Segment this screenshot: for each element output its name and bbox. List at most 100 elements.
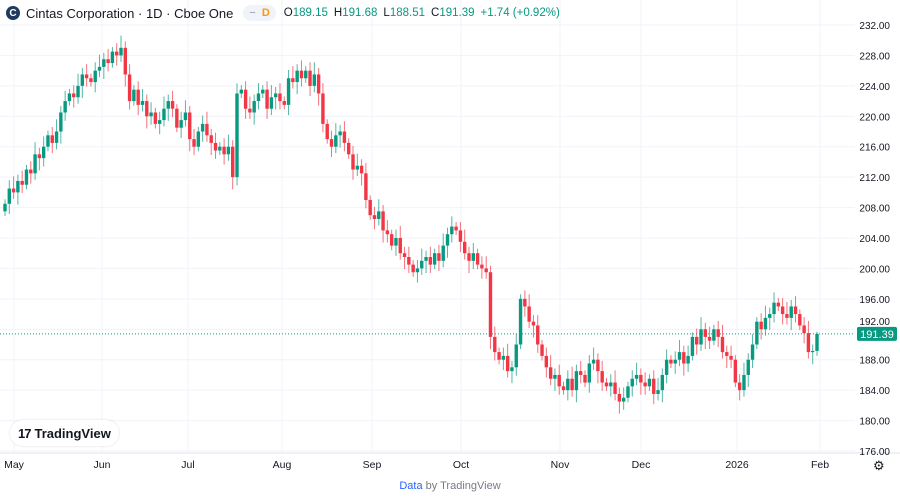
candle-body bbox=[527, 306, 531, 322]
data-link[interactable]: Data bbox=[399, 480, 423, 492]
ohlc-low: L188.51 bbox=[383, 7, 425, 19]
legend-header: C Cintas Corporation · 1D · Cboe One − D … bbox=[6, 4, 566, 22]
candle-body bbox=[583, 374, 587, 383]
candle-body bbox=[776, 302, 781, 307]
candle bbox=[175, 104, 179, 133]
candle bbox=[647, 374, 652, 391]
candle-body bbox=[37, 154, 42, 159]
candle bbox=[531, 315, 536, 338]
candle bbox=[377, 199, 381, 226]
candles bbox=[3, 35, 819, 414]
candle-body bbox=[793, 306, 798, 315]
candle-body bbox=[557, 374, 561, 387]
price-tick-label: 220.00 bbox=[859, 112, 890, 123]
candle-body bbox=[428, 257, 433, 265]
candle-body bbox=[304, 70, 308, 79]
candle bbox=[200, 115, 205, 142]
candle bbox=[235, 83, 239, 186]
candle bbox=[239, 85, 243, 99]
candle bbox=[265, 81, 269, 119]
candle-body bbox=[789, 306, 793, 318]
candle bbox=[798, 309, 802, 331]
candle-body bbox=[703, 329, 707, 337]
grid bbox=[0, 0, 900, 454]
candle bbox=[273, 86, 278, 110]
candle-body bbox=[737, 382, 742, 391]
candle-body bbox=[200, 123, 205, 132]
candle-body bbox=[596, 359, 600, 372]
price-tick-label: 196.00 bbox=[859, 295, 890, 306]
candle bbox=[695, 328, 699, 355]
candle bbox=[750, 334, 755, 369]
candle bbox=[763, 305, 768, 336]
candle-body bbox=[759, 321, 763, 330]
candle-body bbox=[811, 350, 815, 353]
candle bbox=[132, 85, 136, 106]
candle bbox=[420, 248, 424, 275]
candle-body bbox=[385, 230, 390, 235]
gear-icon[interactable]: ⚙ bbox=[873, 458, 885, 473]
candle-body bbox=[750, 344, 755, 360]
candle bbox=[458, 222, 463, 253]
candle-body bbox=[566, 378, 570, 391]
tradingview-text: TradingView bbox=[34, 425, 111, 441]
candle bbox=[20, 170, 24, 194]
candle bbox=[707, 326, 712, 350]
candle bbox=[742, 362, 746, 397]
candle-body bbox=[166, 101, 170, 109]
candle-body bbox=[484, 268, 488, 273]
candle-body bbox=[669, 359, 673, 364]
candle bbox=[785, 301, 789, 325]
candle-body bbox=[72, 93, 76, 98]
candle bbox=[338, 125, 342, 148]
candle bbox=[514, 334, 518, 376]
candle bbox=[286, 69, 291, 116]
candle bbox=[145, 94, 149, 129]
candle bbox=[351, 145, 355, 180]
candle bbox=[205, 111, 209, 142]
candle-body bbox=[192, 139, 196, 147]
candle bbox=[209, 128, 213, 156]
tradingview-watermark[interactable]: 17 TradingView bbox=[10, 420, 119, 446]
candle bbox=[815, 331, 819, 356]
candle bbox=[76, 73, 80, 104]
candle-body bbox=[798, 314, 802, 326]
price-axis[interactable]: 232.00 228.00 224.00 220.00 216.00 212.00 208.… bbox=[859, 21, 890, 458]
time-tick-label: Feb bbox=[811, 459, 829, 471]
candle bbox=[33, 142, 37, 180]
candle-body bbox=[600, 371, 604, 383]
candle-body bbox=[136, 89, 140, 105]
candle bbox=[613, 370, 617, 401]
candle-body bbox=[24, 169, 29, 185]
interval-pill[interactable]: − D bbox=[243, 5, 276, 21]
candle bbox=[699, 317, 703, 351]
candle-body bbox=[536, 325, 540, 345]
candle-body bbox=[415, 268, 420, 273]
candle bbox=[347, 138, 351, 159]
candle-body bbox=[63, 101, 67, 113]
candle-body bbox=[458, 230, 463, 242]
candle bbox=[316, 67, 321, 106]
tradingview-logo-icon: 17 bbox=[18, 425, 32, 441]
symbol-title[interactable]: Cintas Corporation · 1D · Cboe One bbox=[26, 5, 234, 21]
candle-body bbox=[802, 325, 806, 334]
price-chart[interactable]: 232.00 228.00 224.00 220.00 216.00 212.00 208.… bbox=[0, 0, 900, 478]
last-price-label: 191.39 bbox=[860, 329, 894, 341]
candle-body bbox=[338, 131, 342, 136]
candle-body bbox=[604, 382, 609, 387]
time-axis[interactable]: May Jun Jul Aug Sep Oct Nov Dec 2026 Feb bbox=[4, 459, 829, 471]
candle bbox=[282, 96, 286, 110]
candle bbox=[157, 111, 162, 135]
candle-body bbox=[690, 336, 695, 356]
candle-body bbox=[20, 180, 24, 185]
candle bbox=[299, 60, 304, 87]
candle bbox=[123, 41, 127, 87]
candle bbox=[256, 83, 261, 110]
candle bbox=[712, 324, 716, 346]
candle-body bbox=[351, 154, 355, 170]
candle-body bbox=[540, 344, 544, 356]
candle-body bbox=[115, 51, 119, 56]
candle bbox=[162, 96, 166, 127]
candle bbox=[394, 229, 398, 256]
candle bbox=[484, 256, 488, 279]
